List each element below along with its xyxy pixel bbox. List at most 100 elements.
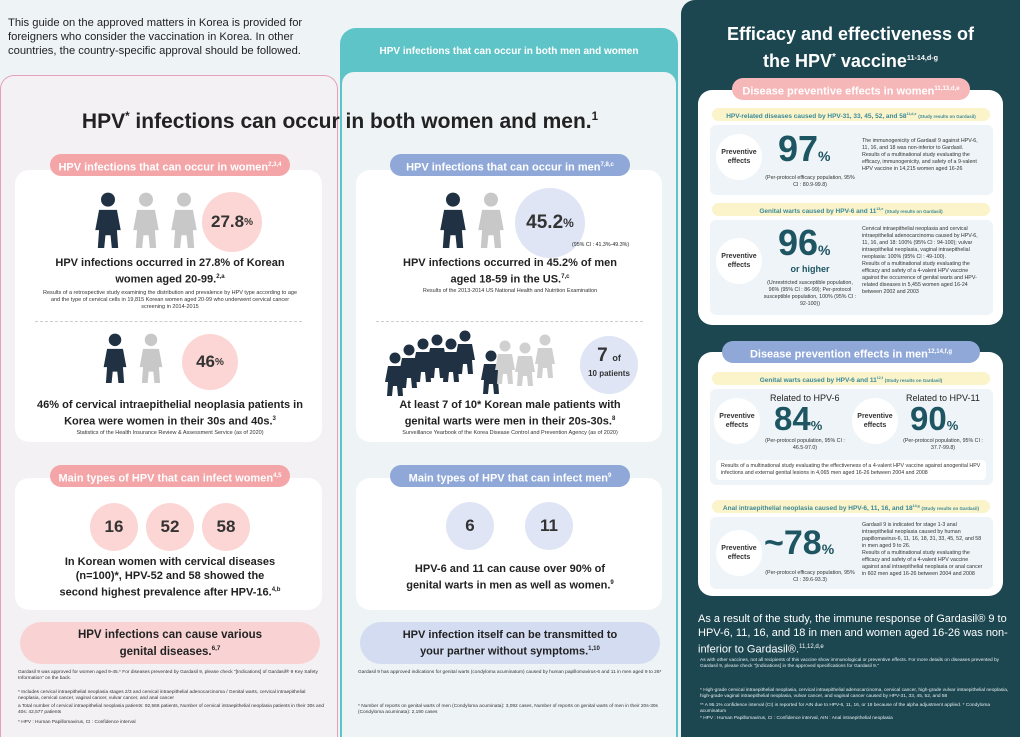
title-text: Main types of HPV that can infect women: [58, 472, 274, 485]
types-title: Main types of HPV that can infect women4…: [50, 465, 290, 487]
stat-ci: (95% CI : 41.3%-49.3%): [572, 242, 630, 248]
conclusion: As a result of the study, the immune res…: [698, 612, 1008, 657]
value: 90: [910, 400, 947, 437]
title-part: the HPV: [762, 51, 832, 71]
unit: %: [821, 541, 835, 557]
effect-label: Preventive effects: [716, 530, 762, 576]
efficacy-footnote: ** A 95.1% confidence interval (CI) is r…: [700, 703, 991, 715]
women-header: Disease preventive effects in women11,13…: [732, 78, 970, 100]
note: Results of a multinational study evaluat…: [862, 152, 977, 172]
headline-sup: 1: [591, 111, 599, 123]
text: Disease prevention effects in men: [749, 348, 928, 361]
women-bottom: HPV infections can cause various genital…: [20, 622, 320, 664]
efficacy-footnote: * High-grade cervical intraepithelial ne…: [700, 688, 1009, 700]
men-bottom: HPV infection itself can be transmitted …: [360, 622, 660, 664]
men-footnote: Gardasil 9 has approved indications for …: [358, 670, 662, 675]
stat-circle: 27.8%: [202, 192, 262, 252]
women-title: HPV infections that can occur in women2,…: [50, 154, 290, 176]
ref: 13,e: [876, 207, 884, 211]
ref: 11,12,d,e: [799, 644, 824, 650]
effect-ci: (Per-protocol efficacy population, 95% C…: [765, 570, 855, 583]
ref: 12,14,f,g: [927, 349, 953, 355]
value: 97: [778, 128, 819, 169]
related: Related to HPV-6: [770, 393, 840, 403]
stat-value-line: 7 of: [597, 346, 621, 365]
ref: 8: [611, 416, 616, 422]
text: Anal intraepithelial neoplasia caused by…: [722, 505, 913, 513]
result-note: Gardasil 9 is indicated for stage 1-3 an…: [858, 520, 990, 580]
ref: 11-14,d-g: [906, 53, 939, 62]
tag: (Study results on Gardasil): [921, 506, 980, 512]
women-footnote: * Includes cervical intraepithelial neop…: [18, 690, 306, 702]
text: Genital warts caused by HPV-6 and 11: [759, 377, 877, 385]
title-text: HPV infections that can occur in men: [406, 161, 601, 174]
unit: %: [946, 418, 959, 433]
note: Cervical intraepithelial neoplasia and c…: [862, 226, 978, 260]
effect-more: or higher: [790, 264, 830, 274]
result-note: The immunogenicity of Gardasil 9 against…: [858, 136, 990, 175]
stat-circle: 7 of 10 patients: [580, 336, 638, 394]
text: Disease preventive effects in women: [742, 85, 935, 98]
ref: 3: [272, 416, 276, 422]
ref: 1,10: [588, 646, 600, 652]
value: 96: [778, 222, 819, 263]
type-circle: 16: [90, 503, 138, 551]
headline-sup: *: [125, 111, 130, 123]
stat-note: Results of the 2013-2014 US National Hea…: [422, 288, 598, 294]
tag: (Study results on Gardasil): [885, 209, 943, 215]
ref: 12,f: [876, 376, 883, 380]
title-sup: *: [831, 52, 836, 63]
stat-of: of: [612, 353, 621, 363]
title-line: the HPV* vaccine11-14,d-g: [681, 46, 1020, 73]
effect-label: Preventive effects: [852, 398, 898, 444]
subheader: Genital warts caused by HPV-6 and 1113,e…: [712, 203, 990, 216]
text: HPV-6 and 11 can cause over 90% of genit…: [406, 563, 611, 592]
intro-text: This guide on the approved matters in Ko…: [8, 17, 303, 57]
efficacy-title: Efficacy and effectiveness of the HPV* va…: [681, 22, 1020, 73]
types-title: Main types of HPV that can infect men9: [390, 465, 630, 487]
subheader: Anal intraepithelial neoplasia caused by…: [712, 500, 990, 513]
stat-unit: %: [215, 356, 224, 368]
effect-value: 90%: [910, 400, 958, 438]
subheader: HPV-related diseases caused by HPV-31, 3…: [712, 108, 990, 121]
title-text: HPV infections that can occur in women: [58, 161, 269, 174]
stat-note: Results of a retrospective study examini…: [42, 290, 298, 310]
stat-text: HPV infections occurred in 27.8% of Kore…: [55, 256, 285, 287]
stat-text: HPV infections occurred in 45.2% of men …: [395, 256, 625, 287]
effect-value: ~78%: [764, 524, 834, 563]
stat-unit: 10 patients: [588, 369, 630, 378]
effect-ci: (Per-protocol population, 95% CI : 37.7-…: [903, 438, 983, 451]
women-footnote: a Total number of cervical intraepitheli…: [18, 704, 325, 716]
text: HPV infections can cause various genital…: [77, 629, 263, 658]
ref: 6,7: [211, 645, 221, 652]
result-note: Cervical intraepithelial neoplasia and c…: [858, 224, 990, 298]
efficacy-footnote: As with other vaccines, not all recipien…: [700, 658, 1000, 670]
divider: [35, 321, 302, 322]
women-footnote: * HPV : Human Papillomavirus, CI : Confi…: [18, 720, 136, 725]
note: The immunogenicity of Gardasil 9 against…: [862, 138, 978, 151]
title-text: Main types of HPV that can infect men: [408, 472, 608, 485]
ref: 7,8,c: [600, 162, 614, 168]
stat-unit: %: [563, 216, 574, 230]
ref: 14,g: [912, 504, 920, 508]
title-part: vaccine: [835, 51, 907, 71]
subheader: Genital warts caused by HPV-6 and 1112,f…: [712, 372, 990, 385]
stat-note: Statistics of the Health Insurance Revie…: [76, 430, 264, 436]
title-line: Efficacy and effectiveness of: [726, 24, 975, 44]
tag: (Study results on Gardasil): [884, 378, 943, 384]
men-icons: [440, 192, 504, 248]
text: Genital warts caused by HPV-6 and 11: [759, 208, 877, 216]
types-text: HPV-6 and 11 can cause over 90% of genit…: [400, 562, 620, 593]
men-footnote: * Number of reports on genital warts of …: [358, 704, 658, 716]
text: HPV infection itself can be transmitted …: [402, 629, 618, 658]
result-note: Results of a multinational study evaluat…: [716, 460, 986, 480]
ref: 4,5: [273, 473, 282, 479]
stat-value: 7: [597, 345, 608, 366]
text: At least 7 of 10* Korean male patients w…: [399, 399, 621, 428]
ref: 11,d,e: [906, 112, 917, 116]
text: HPV infections occurred in 45.2% of men …: [403, 257, 617, 286]
value: 84: [774, 400, 811, 437]
stat-circle: 45.2%: [515, 188, 585, 258]
effect-ci: (Unrestricted susceptible population, 96…: [763, 280, 857, 307]
